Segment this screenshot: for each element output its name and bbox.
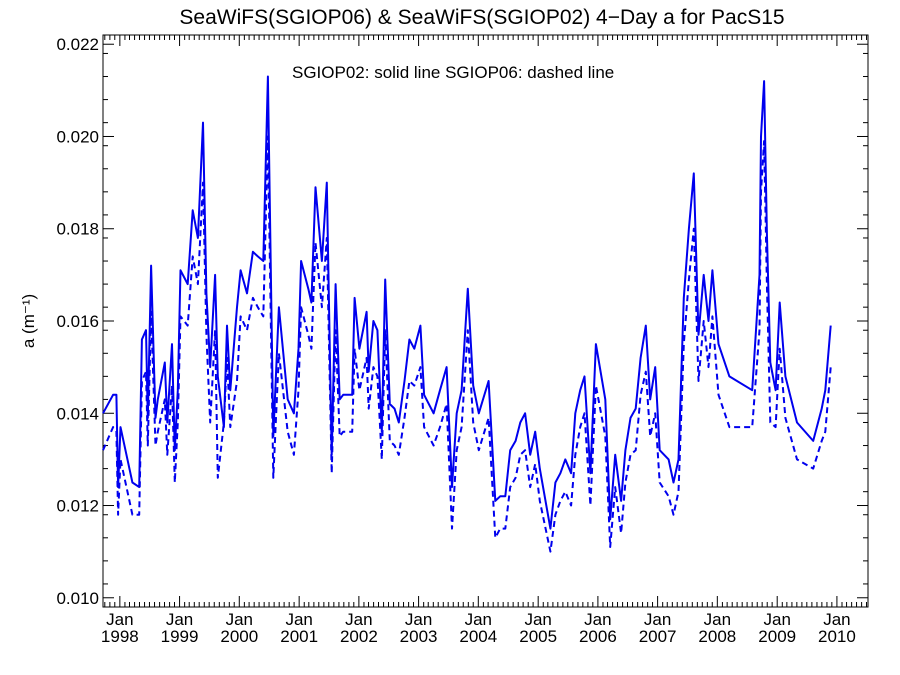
x-tick-year-label: 2003 [400, 627, 438, 646]
x-tick-month-label: Jan [823, 610, 850, 629]
y-tick-label: 0.022 [56, 35, 99, 54]
y-tick-label: 0.010 [56, 589, 99, 608]
x-tick-year-label: 2009 [758, 627, 796, 646]
x-tick-year-label: 2006 [579, 627, 617, 646]
series-line-sgiop02 [102, 75, 832, 530]
x-tick-month-label: Jan [704, 610, 731, 629]
x-tick-month-label: Jan [644, 610, 671, 629]
x-tick-month-label: Jan [106, 610, 133, 629]
x-tick-year-label: 1999 [161, 627, 199, 646]
x-tick-year-label: 1998 [101, 627, 139, 646]
x-tick-year-label: 2008 [698, 627, 736, 646]
y-tick-label: 0.020 [56, 127, 99, 146]
series-line-sgiop06 [102, 135, 832, 553]
plot-frame [102, 34, 869, 608]
x-tick-month-label: Jan [584, 610, 611, 629]
y-tick-label: 0.012 [56, 497, 99, 516]
x-tick-year-label: 2001 [280, 627, 318, 646]
y-tick-label: 0.016 [56, 312, 99, 331]
y-tick-label: 0.014 [56, 404, 99, 423]
x-tick-month-label: Jan [465, 610, 492, 629]
x-tick-year-label: 2002 [340, 627, 378, 646]
y-tick-label: 0.018 [56, 220, 99, 239]
x-tick-month-label: Jan [226, 610, 253, 629]
x-tick-month-label: Jan [763, 610, 790, 629]
x-tick-month-label: Jan [285, 610, 312, 629]
x-tick-year-label: 2010 [818, 627, 856, 646]
x-tick-month-label: Jan [524, 610, 551, 629]
x-tick-month-label: Jan [166, 610, 193, 629]
x-tick-month-label: Jan [345, 610, 372, 629]
x-tick-year-label: 2005 [519, 627, 557, 646]
x-tick-year-label: 2007 [639, 627, 677, 646]
x-tick-year-label: 2004 [459, 627, 497, 646]
x-tick-month-label: Jan [405, 610, 432, 629]
series-layer [102, 75, 832, 553]
x-tick-year-label: 2000 [220, 627, 258, 646]
y-axis-ticks: 0.010 0.012 0.014 0.016 0.018 0.020 0.022 [56, 35, 868, 608]
y-axis-label: a (m⁻¹) [19, 294, 38, 348]
x-axis-ticks: Jan1998Jan1999Jan2000Jan2001Jan2002Jan20… [101, 35, 868, 646]
legend-annotation: SGIOP02: solid line SGIOP06: dashed line [292, 63, 614, 82]
chart-title: SeaWiFS(SGIOP06) & SeaWiFS(SGIOP02) 4−Da… [179, 6, 784, 29]
